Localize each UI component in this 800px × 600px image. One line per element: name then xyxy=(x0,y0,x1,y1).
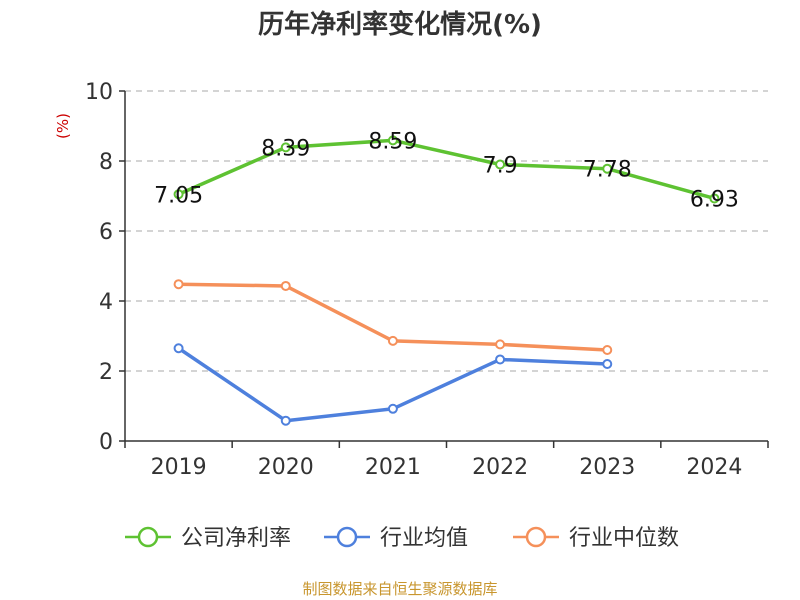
legend-label-2: 行业中位数 xyxy=(569,526,679,551)
source-note: 制图数据来自恒生聚源数据库 xyxy=(302,580,497,598)
data-point xyxy=(280,280,291,291)
y-tick-label: 10 xyxy=(85,80,113,105)
series-1 xyxy=(173,343,613,426)
x-tick-label-2024: 2024 xyxy=(686,455,742,480)
x-tick-label-2023: 2023 xyxy=(579,455,635,480)
data-point xyxy=(495,354,506,365)
data-label: 7.05 xyxy=(154,183,203,208)
x-tick-label-2020: 2020 xyxy=(258,455,314,480)
data-point xyxy=(387,403,398,414)
data-label: 7.9 xyxy=(483,154,518,179)
data-point xyxy=(602,163,613,174)
data-point xyxy=(495,339,506,350)
data-point xyxy=(173,189,184,200)
data-label: 6.93 xyxy=(690,187,739,212)
series-group: 7.05 8.39 8.59 7.9 7.78 6.93 xyxy=(154,129,739,426)
y-tick-label: 8 xyxy=(99,150,113,175)
x-tick-label-2019: 2019 xyxy=(151,455,207,480)
y-tick-label: 6 xyxy=(99,220,113,245)
data-point xyxy=(173,279,184,290)
legend-marker-2 xyxy=(525,526,547,548)
legend-marker-0 xyxy=(137,526,159,548)
data-label: 8.39 xyxy=(261,136,310,161)
series-0: 7.05 8.39 8.59 7.9 7.78 6.93 xyxy=(154,129,739,212)
legend-label-0: 公司净利率 xyxy=(181,526,291,551)
data-point xyxy=(387,135,398,146)
data-point xyxy=(709,193,720,204)
legend-marker-1 xyxy=(336,526,358,548)
y-axis-unit: (%) xyxy=(54,113,72,139)
x-tick-label-2022: 2022 xyxy=(472,455,528,480)
series-line-0 xyxy=(176,138,717,201)
data-point xyxy=(280,142,291,153)
axes: 0 2 4 6 8 10 2019 2020 2021 2022 2023 2024 xyxy=(85,80,769,480)
data-point xyxy=(280,415,291,426)
data-point xyxy=(387,335,398,346)
data-point xyxy=(602,345,613,355)
data-point xyxy=(602,359,613,369)
series-2 xyxy=(173,279,613,355)
data-point xyxy=(495,159,506,170)
legend: 公司净利率 行业均值 行业中位数 xyxy=(125,526,679,551)
y-tick-label: 4 xyxy=(99,290,113,315)
y-tick-label: 0 xyxy=(99,430,113,455)
legend-label-1: 行业均值 xyxy=(380,526,468,551)
x-tick-label-2021: 2021 xyxy=(365,455,421,480)
data-label: 7.78 xyxy=(583,158,632,183)
grid-lines xyxy=(125,90,768,372)
data-point xyxy=(173,343,184,354)
data-label: 8.59 xyxy=(368,129,417,154)
y-tick-label: 2 xyxy=(99,360,113,385)
chart-title: 历年净利率变化情况(%) xyxy=(258,9,542,40)
